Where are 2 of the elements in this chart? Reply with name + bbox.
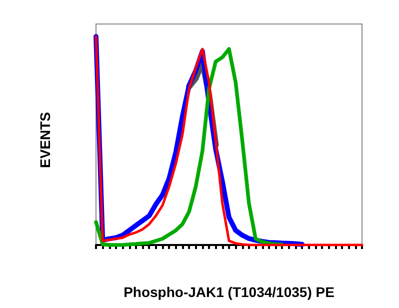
y-axis-title: EVENTS [37,112,53,168]
x-axis-title: Phospho-JAK1 (T1034/1035) PE [124,284,334,300]
